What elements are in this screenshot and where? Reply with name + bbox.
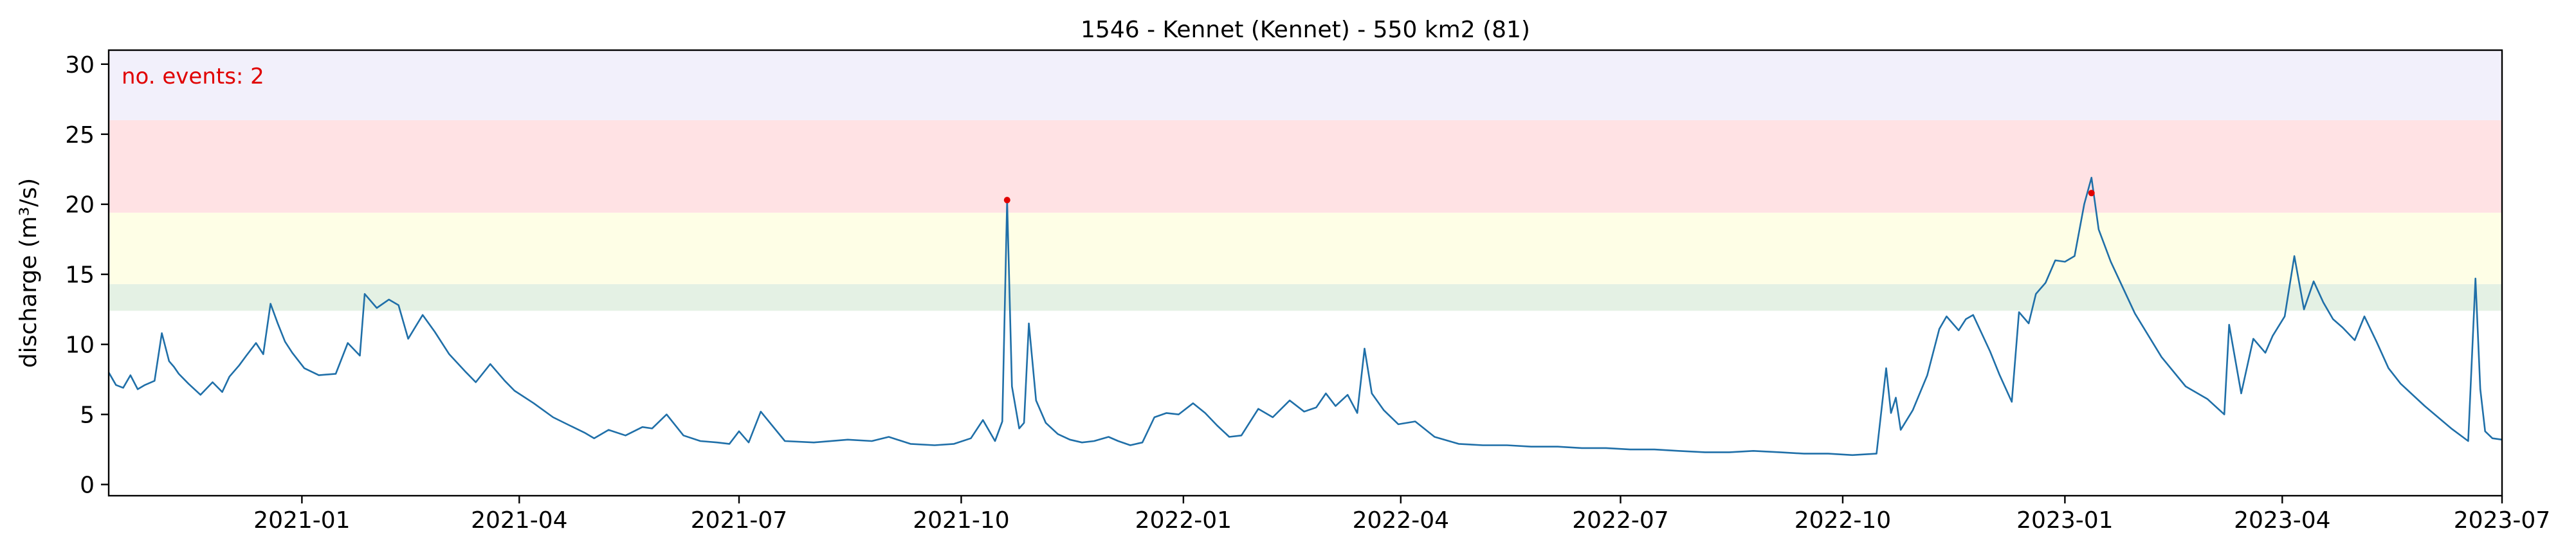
y-tick-label-1: 5 (80, 402, 95, 429)
x-tick-label-3: 2021-10 (913, 507, 1009, 534)
threshold-band-1 (109, 212, 2502, 284)
discharge-series-line-0 (107, 176, 2503, 456)
y-tick-label-0: 0 (80, 473, 95, 499)
y-tick-label-3: 15 (65, 262, 95, 289)
y-axis: 0 5 10 15 20 25 30 (65, 52, 109, 499)
x-tick-label-7: 2022-10 (1795, 507, 1891, 534)
x-tick-label-10: 2023-07 (2454, 507, 2550, 534)
x-tick-label-1: 2021-04 (471, 507, 567, 534)
x-tick-label-2: 2021-07 (691, 507, 787, 534)
data-line-group (107, 176, 2503, 456)
threshold-bands (109, 50, 2502, 311)
x-tick-label-8: 2023-01 (2016, 507, 2113, 534)
threshold-band-3 (109, 50, 2502, 120)
y-tick-label-2: 10 (65, 332, 95, 359)
y-tick-label-5: 25 (65, 122, 95, 149)
chart-title: 1546 - Kennet (Kennet) - 550 km2 (81) (1081, 17, 1530, 43)
y-axis-label: discharge (m³/s) (15, 178, 42, 368)
x-tick-label-5: 2022-04 (1353, 507, 1449, 534)
x-tick-label-0: 2021-01 (253, 507, 350, 534)
x-tick-label-9: 2023-04 (2234, 507, 2330, 534)
event-marker-1 (2088, 190, 2095, 197)
threshold-band-0 (109, 284, 2502, 311)
event-marker-0 (1003, 197, 1010, 204)
events-annotation: no. events: 2 (122, 64, 264, 89)
event-markers (1003, 190, 2095, 204)
x-tick-label-4: 2022-01 (1135, 507, 1232, 534)
x-axis: 2021-01 2021-04 2021-07 2021-10 2022-01 2022-… (253, 496, 2550, 534)
plot-frame (107, 49, 2503, 497)
threshold-band-2 (109, 120, 2502, 213)
x-tick-label-6: 2022-07 (1572, 507, 1668, 534)
y-tick-label-6: 30 (65, 52, 95, 78)
y-tick-label-4: 20 (65, 192, 95, 219)
